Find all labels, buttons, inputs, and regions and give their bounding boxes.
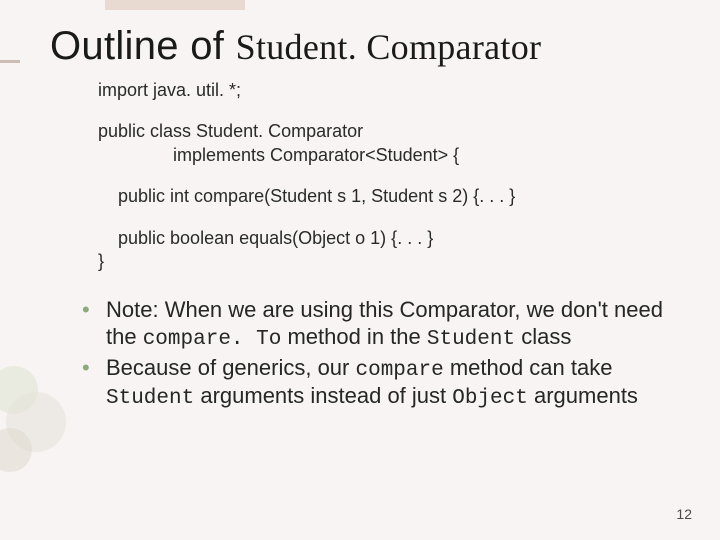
code-line-5: public boolean equals(Object o 1) {. . .… — [98, 227, 680, 250]
code-line-2: public class Student. Comparator — [98, 120, 680, 143]
title-classname: Student. Comparator — [236, 27, 542, 67]
bullet-1-code-1: compare. To — [143, 328, 282, 351]
bullet-2-text-a: Because of generics, our — [106, 355, 355, 380]
code-line-1: import java. util. *; — [98, 79, 680, 102]
slide: Outline of Student. Comparator import ja… — [0, 0, 720, 540]
code-block: import java. util. *; public class Stude… — [98, 79, 680, 273]
code-line-3: implements Comparator<Student> { — [98, 144, 680, 167]
code-line-6: } — [98, 250, 680, 273]
bullet-2-text-b: method can take — [444, 355, 613, 380]
bullet-2-text-d: arguments — [528, 383, 638, 408]
bullet-1-text-b: method in the — [281, 324, 427, 349]
page-number: 12 — [676, 506, 692, 522]
bullet-2-code-3: Object — [452, 387, 528, 410]
bullet-2-code-2: Student — [106, 387, 194, 410]
bullet-1-code-2: Student — [427, 328, 515, 351]
bullet-1-text-c: class — [515, 324, 571, 349]
code-line-4: public int compare(Student s 1, Student … — [98, 185, 680, 208]
bullet-item-2: Because of generics, our compare method … — [80, 355, 680, 412]
bullet-2-text-c: arguments instead of just — [194, 383, 452, 408]
bullet-item-1: Note: When we are using this Comparator,… — [80, 297, 680, 352]
bullet-list: Note: When we are using this Comparator,… — [80, 297, 680, 412]
title-prefix: Outline of — [50, 24, 236, 68]
bullet-2-code-1: compare — [355, 359, 443, 382]
slide-title: Outline of Student. Comparator — [50, 24, 680, 69]
